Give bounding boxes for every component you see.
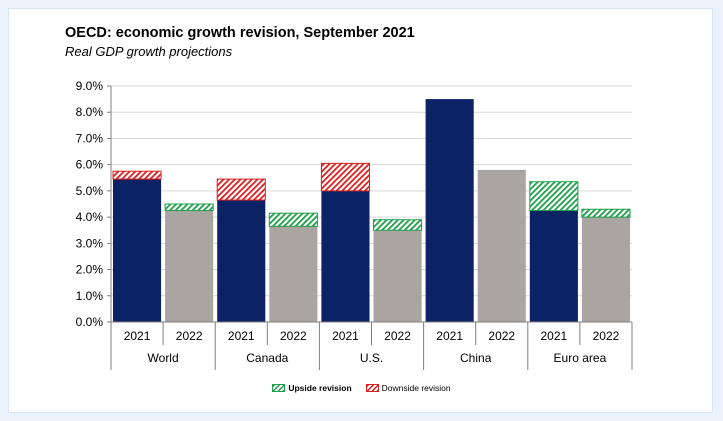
x-group-label: World (148, 351, 179, 365)
bar-base (373, 230, 422, 322)
x-tick-label-year: 2021 (124, 329, 151, 343)
legend-label-downside: Downside revision (381, 383, 451, 393)
legend-item-upside: Upside revision (272, 383, 352, 393)
x-group-label: China (460, 351, 492, 365)
bar-upside-revision (529, 181, 579, 212)
upside-swatch-icon (272, 384, 286, 392)
y-tick-label: 6.0% (76, 158, 104, 172)
legend-label-upside: Upside revision (288, 383, 352, 393)
bar-base (165, 210, 214, 322)
x-tick-label-year: 2021 (436, 329, 463, 343)
y-tick-label: 0.0% (76, 315, 104, 329)
y-tick-label: 5.0% (76, 184, 104, 198)
bar-downside-revision (216, 178, 266, 201)
x-tick-label-year: 2021 (540, 329, 567, 343)
bar-base (477, 169, 526, 322)
x-group-label: U.S. (360, 351, 383, 365)
bar-base (529, 210, 578, 322)
x-tick-label-year: 2021 (332, 329, 359, 343)
y-tick-label: 9.0% (76, 79, 104, 93)
bar-downside-revision (320, 162, 370, 192)
chart-subtitle: Real GDP growth projections (65, 44, 233, 59)
downside-swatch-icon (365, 384, 379, 392)
bar-base (113, 179, 162, 322)
y-tick-label: 1.0% (76, 289, 104, 303)
chart-title: OECD: economic growth revision, Septembe… (65, 25, 415, 41)
bar-downside-revision (112, 170, 162, 180)
bar-base (581, 217, 630, 322)
legend-item-downside: Downside revision (365, 383, 451, 393)
y-tick-label: 3.0% (76, 236, 104, 250)
y-tick-label: 7.0% (76, 131, 104, 145)
chart-legend: Upside revision Downside revision (0, 383, 723, 393)
bar-base (217, 200, 266, 322)
x-group-label: Euro area (554, 351, 607, 365)
bar-upside-revision (581, 208, 631, 218)
bar-base (425, 99, 474, 322)
bar-base (321, 190, 370, 322)
y-tick-label: 8.0% (76, 105, 104, 119)
x-tick-label-year: 2022 (384, 329, 411, 343)
x-tick-label-year: 2022 (280, 329, 307, 343)
x-tick-label-year: 2021 (228, 329, 255, 343)
x-tick-label-year: 2022 (488, 329, 515, 343)
y-tick-label: 4.0% (76, 210, 104, 224)
bar-upside-revision (268, 212, 318, 227)
y-tick-label: 2.0% (76, 263, 104, 277)
bar-upside-revision (164, 203, 214, 212)
x-group-label: Canada (246, 351, 288, 365)
bar-base (269, 226, 318, 322)
bar-upside-revision (373, 219, 423, 231)
x-tick-label-year: 2022 (176, 329, 203, 343)
x-tick-label-year: 2022 (593, 329, 620, 343)
